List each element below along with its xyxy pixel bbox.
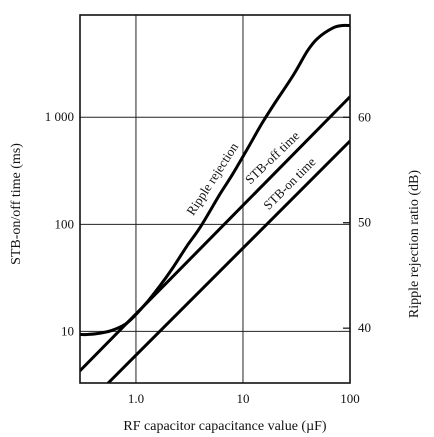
series-line-ripple-rejection: [80, 23, 350, 337]
y-left-tick-label-1000: 1 000: [45, 109, 74, 124]
y-right-tick-label-50: 50: [358, 215, 371, 230]
x-tick-label-100: 100: [340, 391, 360, 406]
data-curves: [80, 23, 350, 383]
axis-ticks: [343, 116, 350, 329]
series-line-stb-on-time: [106, 139, 350, 383]
grid-lines: [80, 15, 350, 383]
series-line-stb-off-time: [80, 95, 350, 373]
tick-labels: 1.0 10 100 10 100 1 000 40 50 60: [45, 109, 371, 406]
y-left-tick-label-10: 10: [61, 323, 74, 338]
x-axis-title: RF capacitor capacitance value (µF): [123, 419, 327, 434]
plot-frame: [79, 14, 351, 384]
y-axis-right-title: Ripple rejection ratio (dB): [407, 170, 422, 318]
y-right-tick-label-40: 40: [358, 320, 371, 335]
y-right-tick-label-60: 60: [358, 109, 371, 124]
x-tick-label-1: 1.0: [128, 391, 144, 406]
y-left-tick-label-100: 100: [55, 216, 75, 231]
y-axis-left-title: STB-on/off time (ms): [9, 143, 24, 265]
x-tick-label-10: 10: [236, 391, 249, 406]
